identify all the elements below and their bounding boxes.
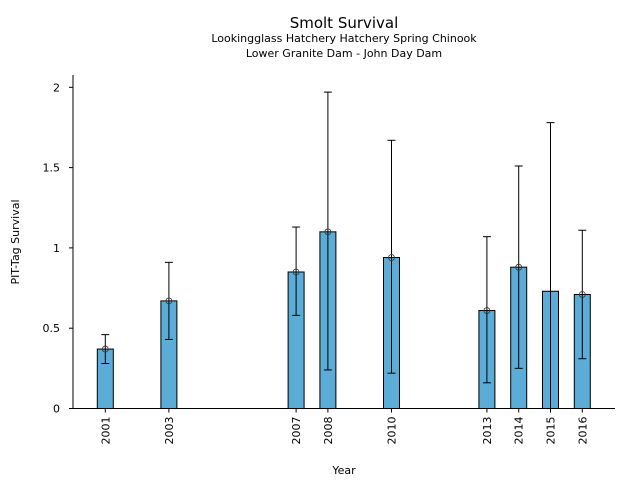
point-marker-2010: [388, 254, 395, 261]
x-tick-label-2013: 2013: [481, 417, 494, 445]
x-tick-label-2001: 2001: [99, 417, 112, 445]
point-marker-2013: [483, 307, 491, 314]
y-tick-label-0: 0: [53, 403, 60, 416]
point-marker-2007: [292, 268, 300, 276]
y-tick-label-1.5: 1.5: [43, 162, 61, 175]
x-tick-label-2003: 2003: [163, 417, 176, 445]
x-tick-label-2014: 2014: [513, 417, 526, 445]
point-marker-2003: [165, 297, 173, 305]
x-ticks-layer: 2001 2003 2007 2008 2010 2013 2014 2015 2016: [99, 408, 589, 445]
point-marker-2016: [578, 291, 586, 298]
x-tick-label-2015: 2015: [545, 417, 558, 445]
x-tick-label-2010: 2010: [386, 417, 399, 445]
point-marker-2008: [324, 228, 332, 236]
chart-subtitle-line-2: Lower Granite Dam - John Day Dam: [246, 47, 442, 60]
error-bars-layer: [101, 91, 587, 409]
point-marker-2001: [101, 345, 109, 353]
y-tick-label-2: 2: [53, 81, 60, 94]
y-axis-label: PIT-Tag Survival: [9, 199, 22, 284]
x-tick-label-2008: 2008: [322, 417, 335, 445]
y-ticks-layer: 0 0.5 1 1.5 2: [43, 81, 73, 416]
x-tick-label-2007: 2007: [290, 417, 303, 445]
y-tick-label-0.5: 0.5: [43, 322, 61, 335]
point-marker-2014: [515, 263, 523, 271]
bars-layer: [96, 231, 591, 410]
y-tick-label-1: 1: [53, 242, 60, 255]
x-axis-label: Year: [331, 464, 356, 477]
point-markers-layer: [101, 228, 586, 353]
x-tick-label-2016: 2016: [576, 417, 589, 445]
chart-subtitle-line-1: Lookingglass Hatchery Hatchery Spring Ch…: [211, 32, 477, 45]
chart-title: Smolt Survival: [290, 14, 399, 32]
